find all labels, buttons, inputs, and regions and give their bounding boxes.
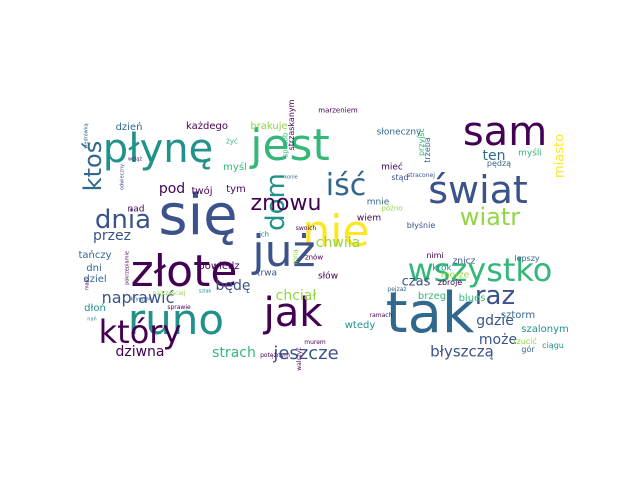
word-zbroje: zbroje bbox=[437, 278, 463, 287]
word-odwieczny: odwieczny bbox=[119, 163, 126, 191]
word-znicz: znicz bbox=[452, 256, 476, 267]
word-ich: ich bbox=[258, 230, 270, 239]
word-kazdego: każdego bbox=[186, 121, 228, 132]
word-sztorm: sztorm bbox=[500, 310, 536, 321]
word-marzeniem: marzeniem bbox=[318, 106, 358, 115]
word-nie: nie bbox=[302, 206, 370, 257]
word-wszystko: wszystko bbox=[407, 251, 553, 289]
word-jest: jest bbox=[250, 120, 330, 171]
word-wiatr: wiatr bbox=[459, 203, 521, 231]
word-naprawic: naprawić bbox=[101, 288, 175, 307]
word-wiem: wiem bbox=[356, 213, 382, 224]
word-pedza: pędzą bbox=[486, 159, 512, 168]
word-pejzaz: pejzaż bbox=[387, 286, 407, 293]
word-jak: jak bbox=[263, 290, 323, 336]
word-dni: dni bbox=[86, 263, 102, 274]
word-blyszcza: błyszczą bbox=[430, 342, 494, 361]
word-wtedy: wtedy bbox=[344, 320, 376, 331]
word-przyjsc: przyjść bbox=[417, 127, 426, 157]
word-szlak: szlak bbox=[198, 288, 212, 295]
word-mnie: mnie bbox=[366, 197, 390, 208]
word-tym: tym bbox=[226, 184, 246, 195]
word-dnia: dnia bbox=[94, 205, 152, 235]
word-krok: krok bbox=[432, 263, 452, 274]
word-runo: runo bbox=[127, 295, 225, 344]
word-wciaz: wciąż bbox=[128, 156, 142, 163]
word-murem: murem bbox=[304, 339, 326, 346]
word-przez: przez bbox=[93, 228, 131, 244]
word-sloneczny: słoneczny bbox=[376, 127, 422, 138]
word-ktory: który bbox=[98, 313, 182, 351]
word-bede: będę bbox=[215, 278, 251, 294]
word-rzucic: rzucić bbox=[513, 337, 537, 346]
word-gor: gór bbox=[521, 345, 535, 354]
word-zlote: złote bbox=[130, 246, 238, 297]
word-brakuje: brakuje bbox=[250, 121, 288, 132]
word-malo: mało bbox=[84, 277, 91, 291]
word-stad: stąd bbox=[391, 173, 409, 182]
word-szalonym: szalonym bbox=[521, 324, 569, 335]
word-sie: się bbox=[158, 183, 238, 248]
word-slow: słów bbox=[317, 271, 339, 282]
word-pozno: późno bbox=[381, 204, 403, 213]
word-gdzie: gdzie bbox=[476, 313, 514, 329]
word-chwila: chwila bbox=[315, 235, 361, 251]
word-dlon: dłoń bbox=[84, 303, 106, 314]
word-plyne: płynę bbox=[102, 126, 214, 172]
word-twoj: twój bbox=[191, 186, 213, 197]
word-nimi: nimi bbox=[426, 251, 444, 260]
word-morze: morze bbox=[440, 270, 470, 281]
word-dziwna: dziwna bbox=[115, 344, 165, 360]
word-pod: pod bbox=[158, 181, 186, 197]
word-sprawie: sprawie bbox=[167, 304, 191, 311]
word-dzien: dzień bbox=[115, 122, 143, 133]
word-moze: może bbox=[478, 332, 518, 348]
word-nad: nad bbox=[127, 204, 145, 215]
word-cloud: tak się złote płynę jest nie sam runo już jak świa… bbox=[78, 100, 576, 371]
word-ciagu: ciągu bbox=[542, 341, 564, 350]
word-chcial: chciał bbox=[275, 288, 317, 304]
word-strach: strach bbox=[212, 345, 256, 361]
word-jeszcze: jeszcze bbox=[273, 343, 339, 364]
word-juz: już bbox=[252, 226, 316, 277]
word-nan: nań bbox=[87, 316, 97, 323]
word-ten: ten bbox=[482, 148, 506, 164]
word-zyc: żyć bbox=[226, 137, 238, 146]
word-straconej: straconej bbox=[407, 172, 435, 179]
word-blues: blues bbox=[458, 293, 486, 304]
word-powiedz: powiedz bbox=[198, 261, 240, 272]
word-znowu: znowu bbox=[250, 191, 322, 216]
word-walczyc: walczyć bbox=[296, 347, 303, 371]
word-lepszy: lepszy bbox=[514, 254, 540, 263]
word-sam: sam bbox=[462, 109, 548, 155]
word-konie: konie bbox=[284, 174, 298, 181]
word-trwa: trwa bbox=[256, 268, 278, 279]
word-raz: raz bbox=[474, 281, 516, 311]
word-strzaskanym: strzaskanym bbox=[287, 99, 296, 151]
word-brzeg: brzeg bbox=[417, 291, 447, 302]
word-blysnie: błyśnie bbox=[406, 221, 436, 230]
word-swoich: swoich bbox=[295, 225, 317, 232]
word-miec: mieć bbox=[381, 162, 403, 173]
word-najczesciej: najczęściej bbox=[152, 290, 186, 297]
word-wedrowka: wędrówką bbox=[83, 123, 90, 149]
word-tanczy: tańczy bbox=[78, 250, 112, 261]
word-czas: czas bbox=[401, 274, 431, 290]
word-mna: mną bbox=[291, 249, 300, 265]
word-znow: znów bbox=[304, 253, 324, 262]
word-ramach: ramach bbox=[369, 312, 393, 319]
word-pokrzepiamie: pokrzepiamie bbox=[124, 251, 131, 285]
word-tak: tak bbox=[385, 281, 475, 346]
word-krysztalu: kryształu bbox=[130, 296, 154, 303]
word-swiat: świat bbox=[428, 168, 528, 212]
word-poteznym: potężnym bbox=[260, 352, 290, 359]
word-mysli: myśli bbox=[518, 148, 542, 159]
word-isc: iść bbox=[325, 168, 367, 203]
word-dziel: dziel bbox=[83, 274, 107, 285]
word-mysl: myśl bbox=[223, 162, 247, 173]
word-miasto: miasto bbox=[552, 133, 568, 179]
